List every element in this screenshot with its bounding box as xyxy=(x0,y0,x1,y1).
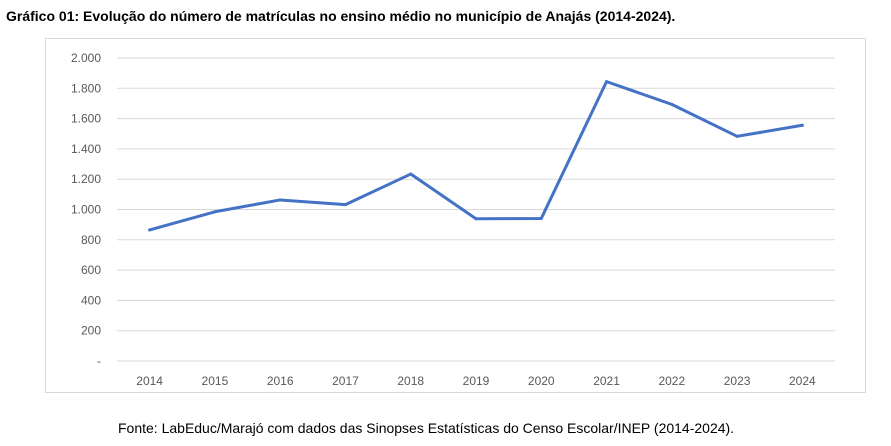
x-tick-label: 2016 xyxy=(267,374,294,388)
data-point xyxy=(735,134,739,138)
y-tick-label: 600 xyxy=(81,263,101,277)
y-tick-label: 400 xyxy=(81,293,101,307)
x-tick-label: 2015 xyxy=(202,374,229,388)
chart-frame xyxy=(45,38,866,393)
chart-title: Gráfico 01: Evolução do número de matríc… xyxy=(6,8,676,24)
y-tick-label: 1.200 xyxy=(71,172,101,186)
x-tick-label: 2023 xyxy=(724,374,751,388)
chart-source: Fonte: LabEduc/Marajó com dados das Sino… xyxy=(118,420,735,436)
x-tick-label: 2014 xyxy=(136,374,163,388)
y-tick-label: 1.000 xyxy=(71,203,101,217)
y-tick-label: - xyxy=(97,354,101,368)
data-point xyxy=(278,198,282,202)
data-point xyxy=(343,203,347,207)
y-tick-label: 1.600 xyxy=(71,112,101,126)
x-tick-label: 2022 xyxy=(658,374,685,388)
x-tick-label: 2018 xyxy=(397,374,424,388)
y-tick-label: 1.800 xyxy=(71,81,101,95)
x-tick-label: 2024 xyxy=(789,374,816,388)
x-tick-label: 2021 xyxy=(593,374,620,388)
y-tick-label: 1.400 xyxy=(71,142,101,156)
data-point xyxy=(605,80,609,84)
data-point xyxy=(409,172,413,176)
data-point xyxy=(670,102,674,106)
y-tick-label: 200 xyxy=(81,324,101,338)
x-tick-label: 2017 xyxy=(332,374,359,388)
series-line xyxy=(148,80,804,232)
y-tick-label: 2.000 xyxy=(71,51,101,65)
data-point xyxy=(474,217,478,221)
x-tick-label: 2020 xyxy=(528,374,555,388)
y-tick-label: 800 xyxy=(81,233,101,247)
data-point xyxy=(800,123,804,127)
data-point xyxy=(539,216,543,220)
data-point xyxy=(148,228,152,232)
x-tick-label: 2019 xyxy=(463,374,490,388)
data-point xyxy=(213,210,217,214)
